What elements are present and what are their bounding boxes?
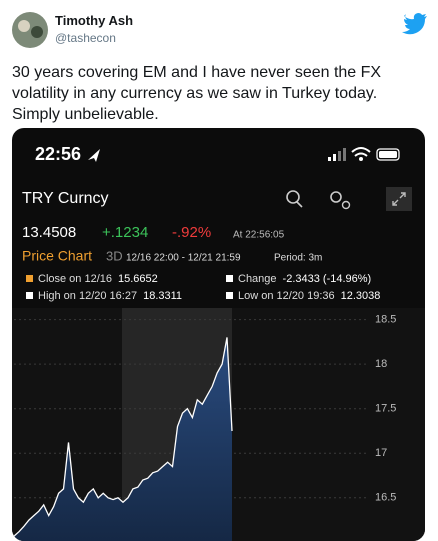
battery-level	[379, 151, 397, 158]
signal-icon	[328, 157, 331, 161]
tweet-text: 30 years covering EM and I have never se…	[12, 64, 382, 123]
legend-swatch	[26, 292, 33, 299]
y-tick-label: 16.5	[375, 492, 396, 504]
settings-icon[interactable]	[330, 191, 342, 203]
period: Period: 3m	[274, 253, 322, 264]
price-change-pct: -.92%	[172, 224, 211, 241]
tab-price-chart[interactable]: Price Chart	[22, 248, 92, 264]
legend-value: -2.3433 (-14.96%)	[283, 273, 372, 285]
legend-value: 18.3311	[143, 290, 182, 302]
legend: Close on 12/16 15.6652 Change -2.3433 (-14.…	[26, 273, 380, 302]
legend-swatch	[226, 275, 233, 282]
status-time: 22:56	[35, 144, 81, 164]
author-handle[interactable]: @tashecon	[55, 31, 116, 45]
avatar-detail	[18, 20, 30, 32]
collapse-button[interactable]	[386, 187, 412, 211]
legend-label: Close on 12/16	[38, 273, 112, 285]
legend-value: 12.3038	[341, 290, 381, 302]
plot: 18.5 18 17.5 17 16.5	[13, 313, 396, 541]
avatar-detail	[31, 26, 43, 38]
search-icon	[296, 201, 303, 208]
legend-swatch	[226, 292, 233, 299]
legend-swatch	[26, 275, 33, 282]
wifi-icon	[359, 157, 363, 161]
y-tick-label: 18	[375, 358, 387, 370]
legend-label: High on 12/20 16:27	[38, 290, 137, 302]
date-range: 12/16 22:00 - 12/21 21:59	[126, 253, 241, 264]
line	[13, 337, 233, 537]
area	[14, 337, 232, 541]
author-name[interactable]: Timothy Ash	[55, 13, 134, 28]
legend-label: Low on 12/20 19:36	[238, 290, 335, 302]
y-tick-label: 17	[375, 447, 387, 459]
settings-icon	[341, 200, 351, 210]
phone-screenshot: 22:56 TRY Curncy 13.4508 +.1234 -.92% At…	[12, 128, 425, 541]
ticker: TRY Curncy	[22, 190, 109, 207]
signal-icon	[333, 154, 336, 161]
signal-icon	[343, 148, 346, 161]
range-button[interactable]: 3D	[106, 248, 123, 263]
as-of-time: At 22:56:05	[233, 230, 285, 241]
y-tick-label: 17.5	[375, 403, 396, 415]
signal-icon	[338, 151, 341, 161]
price-change: +.1234	[102, 224, 148, 241]
battery-icon	[376, 148, 400, 161]
y-tick-label: 18.5	[375, 313, 396, 325]
location-icon	[88, 149, 100, 162]
wifi-icon	[351, 147, 371, 157]
twitter-logo	[402, 13, 427, 35]
legend-label: Change	[238, 273, 277, 285]
legend-value: 15.6652	[118, 273, 158, 285]
collapse-icon	[392, 192, 406, 206]
search-icon[interactable]	[286, 190, 300, 204]
price: 13.4508	[22, 224, 76, 241]
